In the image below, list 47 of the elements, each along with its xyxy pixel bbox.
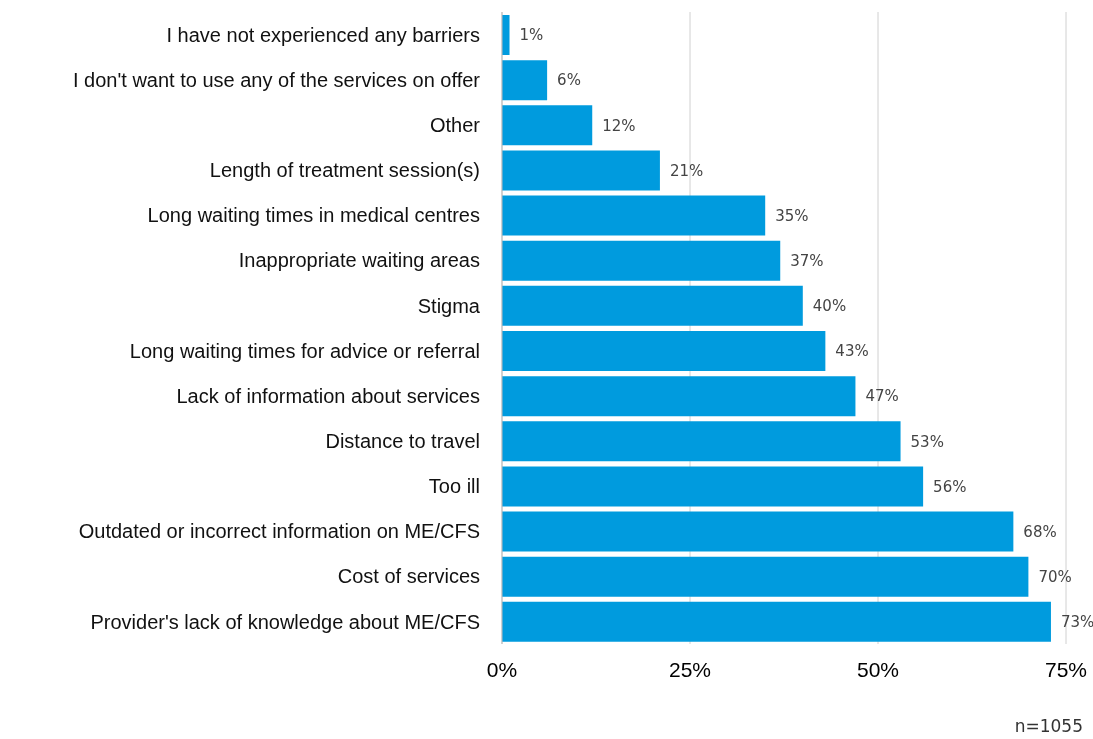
bar (502, 376, 856, 417)
y-tick-label: Long waiting times in medical centres (147, 204, 480, 227)
bar (502, 15, 510, 55)
x-tick-label: 25% (668, 657, 712, 681)
y-tick-label: Too ill (428, 475, 480, 498)
bar (502, 421, 901, 462)
y-tick-label: Outdated or incorrect information on ME/CFS (78, 520, 480, 543)
bar (502, 331, 826, 371)
data-label: 37% (790, 252, 824, 271)
bar (502, 150, 660, 191)
data-label: 68% (1023, 522, 1057, 541)
data-label: 47% (865, 387, 899, 406)
bar (502, 105, 593, 146)
x-tick-label: 75% (1044, 657, 1088, 681)
y-tick-label: Cost of services (337, 565, 480, 588)
x-tick-label: 0% (486, 657, 518, 681)
y-tick-label: I have not experienced any barriers (166, 23, 480, 46)
y-tick-label: I don't want to use any of the services on offer (72, 68, 481, 91)
data-label: 56% (933, 477, 967, 496)
y-tick-label: Distance to travel (325, 429, 480, 452)
bar (502, 195, 766, 236)
x-tick-label: 50% (856, 657, 900, 681)
y-tick-label: Inappropriate waiting areas (238, 249, 480, 272)
bar (502, 601, 1051, 642)
text: n=1055 (1014, 716, 1083, 736)
y-tick-label: Long waiting times for advice or referral (129, 339, 480, 362)
data-label: 53% (910, 432, 944, 451)
data-label: 43% (835, 342, 869, 361)
bar (502, 285, 803, 326)
data-label: 21% (669, 161, 704, 180)
y-tick-label: Length of treatment session(s) (209, 159, 480, 182)
y-tick-label: Lack of information about services (176, 384, 480, 407)
data-label: 70% (1038, 568, 1072, 587)
bar (502, 240, 781, 281)
data-label: 40% (812, 297, 847, 316)
bar (502, 556, 1029, 597)
data-label: 1% (519, 26, 544, 45)
y-tick-label: Other (429, 113, 481, 136)
data-label: 6% (557, 71, 581, 90)
data-label: 73% (1060, 613, 1093, 632)
data-label: 12% (602, 116, 636, 135)
y-tick-label: Provider's lack of knowledge about ME/CFS (90, 610, 480, 633)
data-label: 35% (775, 206, 809, 225)
bar (502, 60, 548, 101)
bar (502, 466, 924, 507)
y-tick-label: Stigma (417, 294, 481, 317)
bar (502, 511, 1014, 552)
